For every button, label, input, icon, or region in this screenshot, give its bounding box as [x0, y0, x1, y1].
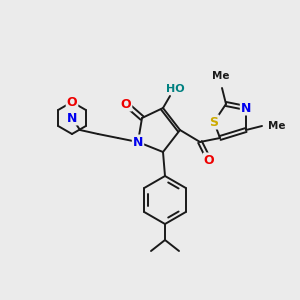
Text: N: N	[241, 101, 251, 115]
Text: HO: HO	[166, 84, 184, 94]
Text: O: O	[121, 98, 131, 110]
Text: Me: Me	[268, 121, 286, 131]
Text: Me: Me	[212, 71, 230, 81]
Text: O: O	[204, 154, 214, 166]
Text: N: N	[133, 136, 143, 148]
Text: N: N	[67, 112, 77, 124]
Text: O: O	[67, 95, 77, 109]
Text: S: S	[209, 116, 218, 128]
